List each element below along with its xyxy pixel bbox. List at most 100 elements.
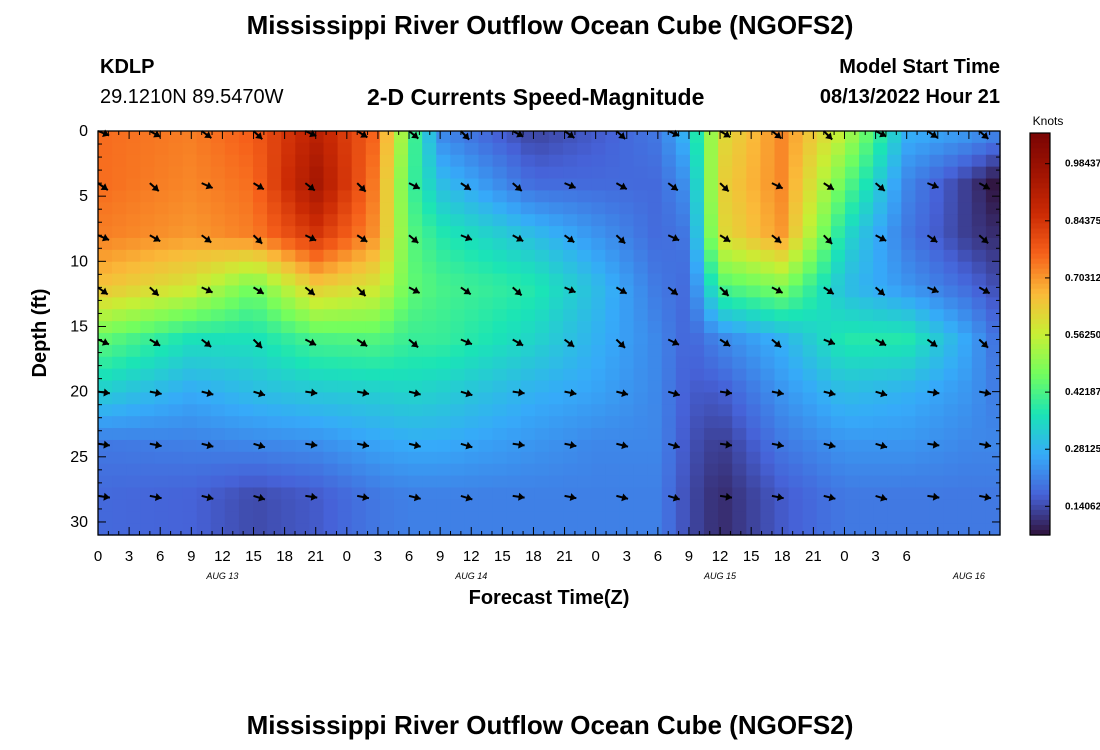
heatmap-cell xyxy=(661,131,677,144)
heatmap-cell xyxy=(224,404,240,417)
current-arrow xyxy=(512,130,524,138)
heatmap-cell xyxy=(619,297,635,310)
heatmap-cell xyxy=(295,344,310,358)
heatmap-cell xyxy=(224,511,240,524)
heatmap-cell xyxy=(816,202,832,215)
heatmap-cell xyxy=(464,475,480,489)
heatmap-cell xyxy=(196,416,212,429)
heatmap-cell xyxy=(408,499,423,512)
heatmap-cell xyxy=(957,261,973,275)
heatmap-cell xyxy=(422,309,437,322)
current-arrow xyxy=(512,286,523,297)
heatmap-cell xyxy=(168,261,184,275)
heatmap-cell xyxy=(943,285,959,298)
heatmap-cell xyxy=(534,475,550,489)
heatmap-cell xyxy=(478,356,494,370)
heatmap-cell xyxy=(112,404,127,417)
heatmap-cell xyxy=(816,356,832,370)
heatmap-cell xyxy=(323,475,339,489)
heatmap-cell xyxy=(253,523,268,536)
heatmap-cell xyxy=(675,511,691,524)
heatmap-cell xyxy=(619,190,635,203)
heatmap-cell xyxy=(450,190,466,203)
colorbar-segment xyxy=(1030,339,1050,345)
heatmap-cell xyxy=(887,439,902,453)
heatmap-cell xyxy=(802,499,818,512)
heatmap-cell xyxy=(704,226,719,239)
heatmap-cell xyxy=(577,154,592,168)
heatmap-cell xyxy=(873,297,888,310)
heatmap-cell xyxy=(887,237,902,251)
heatmap-cell xyxy=(985,333,1001,346)
heatmap-cell xyxy=(281,249,296,263)
heatmap-cell xyxy=(887,380,902,394)
heatmap-cell xyxy=(168,333,184,346)
heatmap-cell xyxy=(267,511,282,524)
heatmap-cell xyxy=(675,499,691,512)
heatmap-cell xyxy=(844,487,860,500)
y-tick-label: 20 xyxy=(70,384,88,401)
heatmap-cell xyxy=(915,261,931,275)
heatmap-cell xyxy=(253,261,268,275)
heatmap-cell xyxy=(619,309,635,322)
heatmap-cell xyxy=(746,380,761,394)
heatmap-cell xyxy=(154,523,170,536)
colorbar-segment xyxy=(1030,479,1050,486)
heatmap-cell xyxy=(901,226,917,239)
heatmap-cell xyxy=(760,309,776,322)
heatmap-cell xyxy=(436,309,451,322)
colorbar-tick-label: 0.56250 xyxy=(1065,330,1100,341)
heatmap-cell xyxy=(704,190,719,203)
heatmap-cell xyxy=(549,463,564,477)
current-arrow xyxy=(823,441,836,450)
heatmap-cell xyxy=(830,356,846,370)
heatmap-cell xyxy=(140,237,155,251)
colorbar-tick-label: 0.14062 xyxy=(1065,501,1100,512)
heatmap-cell xyxy=(112,392,127,405)
current-arrow xyxy=(927,181,939,190)
heatmap-cell xyxy=(802,439,818,453)
heatmap-cell xyxy=(393,131,409,144)
heatmap-cell xyxy=(929,142,945,156)
colorbar-segment xyxy=(1030,364,1050,370)
heatmap-cell xyxy=(718,511,733,524)
heatmap-cell xyxy=(844,309,860,322)
heatmap-cell xyxy=(140,475,155,489)
heatmap-cell xyxy=(760,439,776,453)
heatmap-cell xyxy=(267,416,282,429)
heatmap-cell xyxy=(140,297,155,310)
heatmap-cell xyxy=(140,214,155,227)
current-arrow xyxy=(149,286,160,297)
heatmap-cell xyxy=(281,380,296,394)
heatmap-cell xyxy=(689,511,705,524)
heatmap-cell xyxy=(689,333,705,346)
heatmap-cell xyxy=(520,237,536,251)
heatmap-cell xyxy=(605,261,621,275)
heatmap-cell xyxy=(675,428,691,441)
heatmap-cell xyxy=(901,416,917,429)
heatmap-cell xyxy=(802,297,818,310)
heatmap-cell xyxy=(844,439,860,453)
heatmap-cell xyxy=(633,392,649,405)
heatmap-cell xyxy=(140,249,155,263)
heatmap-cell xyxy=(873,226,888,239)
current-arrow xyxy=(667,441,680,450)
heatmap-cell xyxy=(774,463,790,477)
chart-title: Mississippi River Outflow Ocean Cube (NG… xyxy=(246,10,854,40)
heatmap-cell xyxy=(182,297,198,310)
current-arrow xyxy=(460,286,472,296)
heatmap-cell xyxy=(675,297,691,310)
heatmap-cell xyxy=(985,142,1001,156)
heatmap-cell xyxy=(126,463,141,477)
heatmap-cell xyxy=(224,499,240,512)
heatmap-cell xyxy=(154,297,170,310)
heatmap-cell xyxy=(689,226,705,239)
heatmap-cell xyxy=(718,344,733,358)
current-arrow xyxy=(771,440,784,449)
heatmap-cell xyxy=(154,154,170,168)
heatmap-cell xyxy=(704,131,719,144)
heatmap-cell xyxy=(140,333,155,346)
heatmap-cell xyxy=(605,249,621,263)
heatmap-cell xyxy=(746,131,761,144)
heatmap-cell xyxy=(704,392,719,405)
